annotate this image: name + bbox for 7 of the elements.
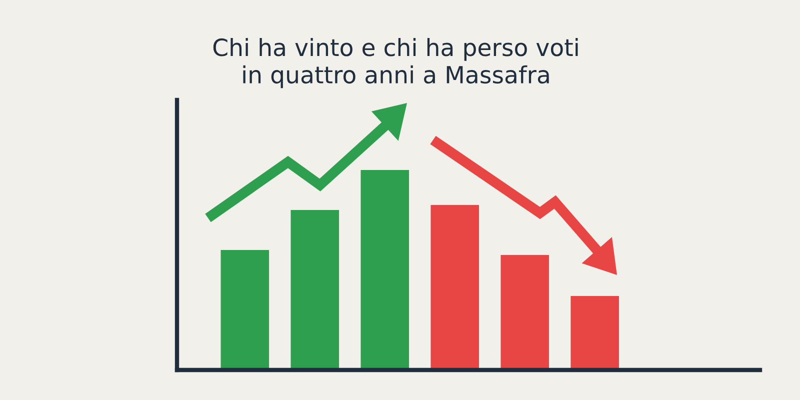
bar: [290, 210, 340, 370]
bar: [570, 296, 619, 370]
bar: [430, 205, 479, 370]
bar: [220, 250, 270, 370]
chart-title: Chi ha vinto e chi ha perso voti in quattro anni a Massafra: [213, 38, 578, 88]
bar: [360, 170, 410, 370]
bar: [500, 255, 549, 370]
